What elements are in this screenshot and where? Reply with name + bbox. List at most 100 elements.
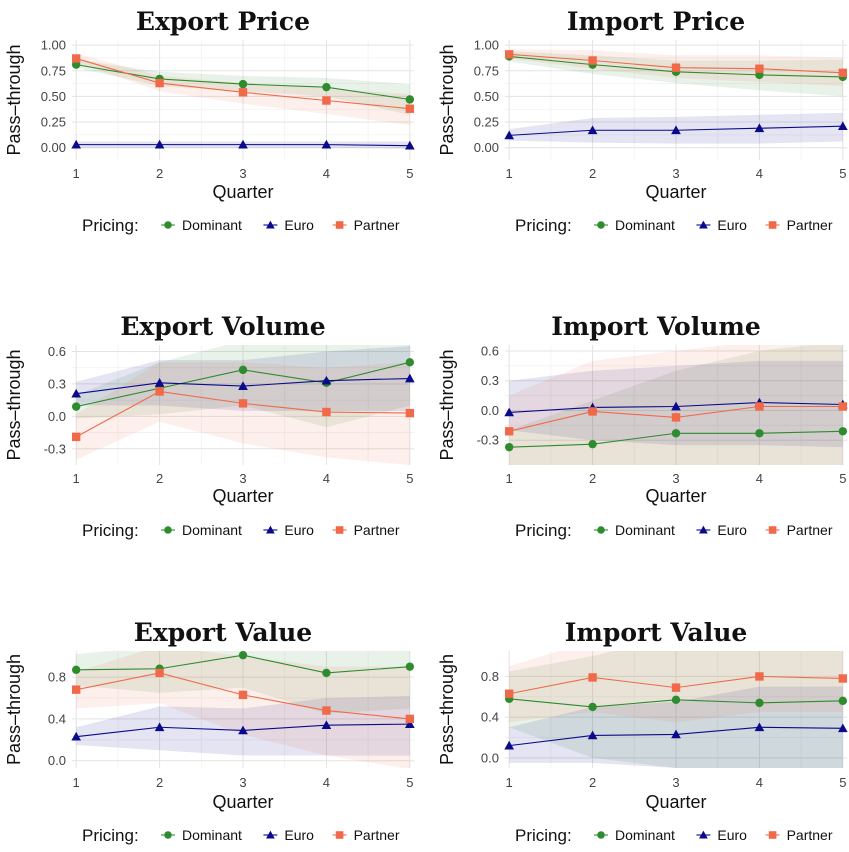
- x-axis: 1 2 3 4 5: [73, 166, 414, 181]
- data-point: [588, 56, 597, 65]
- panel-title: Export Volume: [120, 312, 325, 341]
- legend-title: Pricing:: [515, 216, 572, 235]
- series-euro: [504, 722, 848, 750]
- y-tick-label: 0.75: [41, 63, 66, 78]
- legend-key-marker: [266, 220, 275, 229]
- legend-title: Pricing:: [82, 826, 139, 845]
- legend: Pricing: Dominant Euro Partner: [82, 216, 400, 235]
- panel-import-price: Import Price 0.00 0.25 0.50 0.75 1.00 1 2 3 4 5 Qua…: [437, 7, 848, 235]
- data-point: [155, 668, 164, 678]
- data-point: [238, 365, 248, 375]
- data-point: [71, 388, 82, 398]
- y-axis-title: Pass–through: [437, 349, 457, 460]
- legend-label: Dominant: [615, 522, 675, 538]
- y-axis: -0.3 0.0 0.3 0.6: [44, 344, 66, 456]
- x-tick-label: 4: [323, 775, 330, 790]
- y-axis-title: Pass–through: [437, 44, 457, 155]
- panel-export-value: Export Value 0.0 0.4 0.8 1 2 3 4 5 Quarter Pass–th…: [4, 618, 415, 845]
- y-tick-label: 0.8: [48, 670, 66, 685]
- data-point: [754, 722, 765, 732]
- data-point: [321, 139, 332, 149]
- x-tick-label: 4: [756, 471, 763, 486]
- legend-entry-dominant: Dominant: [594, 522, 675, 538]
- y-tick-label: 0.8: [481, 669, 499, 684]
- legend-label: Partner: [354, 827, 400, 843]
- series-euro: [71, 719, 415, 741]
- series-partner: [71, 54, 415, 113]
- x-axis: 1 2 3 4 5: [506, 166, 847, 181]
- x-tick-label: 2: [156, 166, 163, 181]
- y-axis: 0.00 0.25 0.50 0.75 1.00: [41, 38, 66, 156]
- legend-key-marker: [597, 831, 605, 839]
- data-point: [838, 427, 848, 436]
- legend: Pricing: Dominant Euro Partner: [515, 826, 833, 845]
- panel-import-volume: Import Volume -0.3 0.0 0.3 0.6 1 2 3 4 5 Quarter Pa…: [437, 312, 848, 540]
- data-point: [504, 689, 514, 698]
- data-point: [405, 662, 415, 671]
- y-axis: -0.3 0.0 0.3 0.6: [477, 343, 499, 447]
- legend-label: Partner: [787, 522, 833, 538]
- legend-title: Pricing:: [82, 521, 139, 540]
- data-point: [588, 407, 597, 416]
- data-point: [154, 378, 165, 387]
- data-point: [71, 731, 82, 741]
- data-point: [321, 720, 332, 730]
- series-euro: [504, 121, 848, 140]
- data-point: [671, 729, 681, 739]
- x-axis-title: Quarter: [212, 792, 273, 812]
- series-partner: [71, 668, 415, 724]
- data-point: [587, 125, 598, 135]
- y-tick-label: 0.25: [474, 115, 499, 130]
- legend-key-marker: [266, 830, 275, 839]
- panel-export-price: Export Price 0.00 0.25 0.50 0.75 1.00 1 2 3 4 5 Qua…: [4, 7, 415, 235]
- y-tick-label: 0.00: [41, 140, 66, 155]
- data-point: [71, 685, 81, 694]
- legend-entry-euro: Euro: [696, 827, 747, 843]
- data-point: [504, 427, 514, 436]
- x-tick-label: 5: [839, 471, 846, 486]
- legend-title: Pricing:: [515, 521, 572, 540]
- legend-entry-euro: Euro: [696, 217, 747, 233]
- legend-entry-partner: Partner: [765, 522, 833, 538]
- legend-entry-dominant: Dominant: [161, 522, 242, 538]
- legend-key-marker: [597, 221, 605, 229]
- legend-label: Euro: [284, 522, 314, 538]
- data-point: [671, 401, 681, 411]
- legend-key-marker: [164, 526, 172, 534]
- x-axis-title: Quarter: [212, 182, 273, 202]
- x-axis-title: Quarter: [645, 182, 706, 202]
- legend-key-marker: [768, 221, 777, 229]
- series-dominant: [504, 694, 848, 712]
- data-point: [504, 130, 515, 140]
- x-axis-title: Quarter: [645, 792, 706, 812]
- data-point: [154, 722, 165, 732]
- y-axis-title: Pass–through: [4, 349, 24, 460]
- data-point: [405, 714, 415, 724]
- x-tick-label: 4: [323, 166, 330, 181]
- x-tick-label: 1: [73, 775, 80, 790]
- data-point: [71, 54, 81, 63]
- x-tick-label: 5: [839, 166, 846, 181]
- series-partner: [71, 387, 415, 442]
- data-point: [671, 125, 681, 135]
- legend: Pricing: Dominant Euro Partner: [82, 521, 400, 540]
- y-axis-title: Pass–through: [4, 654, 24, 765]
- data-point: [322, 82, 331, 92]
- x-tick-label: 3: [239, 775, 246, 790]
- legend-entry-euro: Euro: [696, 522, 747, 538]
- data-point: [155, 78, 164, 88]
- x-tick-label: 4: [756, 166, 763, 181]
- data-point: [755, 64, 764, 73]
- panel-import-value: Import Value 0.0 0.4 0.8 1 2 3 4 5 Quarter Pass–th…: [437, 618, 848, 845]
- x-tick-label: 5: [406, 471, 413, 486]
- y-tick-label: 0.4: [48, 711, 66, 726]
- data-point: [671, 429, 681, 438]
- legend-key-marker: [335, 831, 344, 839]
- y-tick-label: 0.0: [48, 409, 66, 424]
- legend: Pricing: Dominant Euro Partner: [515, 216, 833, 235]
- data-point: [838, 674, 848, 683]
- legend-label: Partner: [787, 827, 833, 843]
- panel-title: Export Value: [134, 618, 312, 647]
- y-tick-label: -0.3: [477, 433, 499, 448]
